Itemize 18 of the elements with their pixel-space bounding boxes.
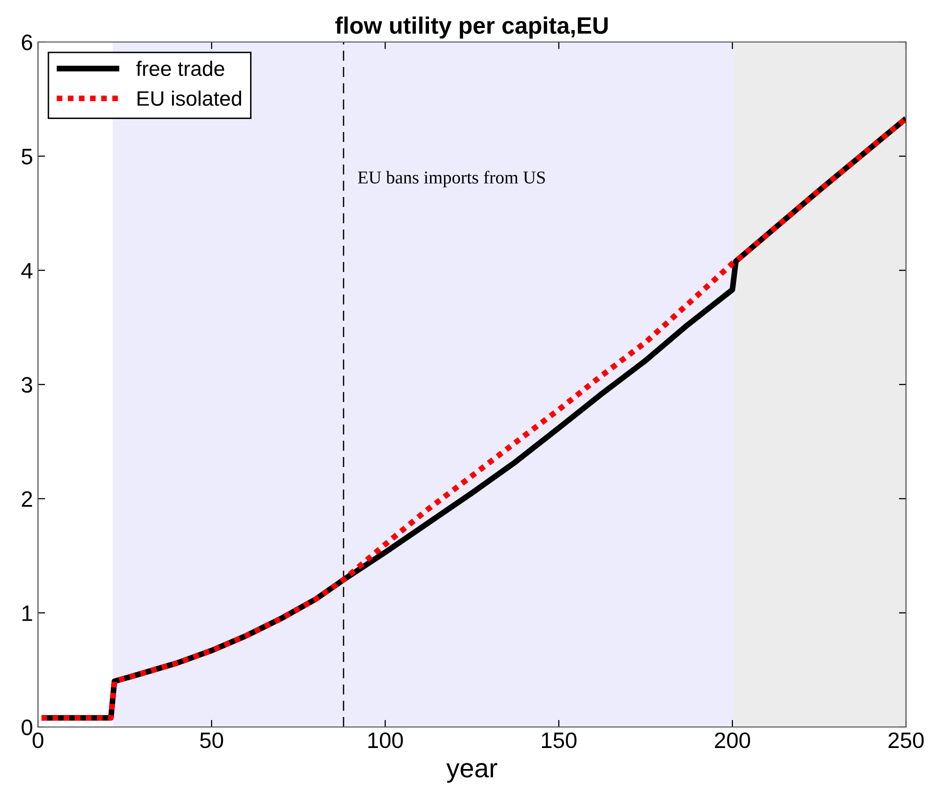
x-tick-label: 150 (542, 732, 576, 748)
x-tick-label: 50 (200, 732, 224, 748)
legend-label: free trade (136, 60, 224, 76)
ref-line-label: EU bans imports from US (358, 170, 545, 188)
x-tick-label: 100 (368, 732, 403, 748)
y-tick-label: 5 (22, 148, 32, 164)
y-tick-label: 4 (21, 263, 32, 278)
x-tick-label: 0 (32, 732, 44, 748)
y-tick-label: 1 (22, 606, 32, 621)
legend-label: EU isolated (138, 90, 242, 106)
x-tick-label: 200 (714, 732, 750, 748)
chart-title: flow utility per capita,EU (335, 16, 608, 39)
y-tick-label: 2 (22, 491, 32, 507)
x-axis-title: year (446, 763, 498, 783)
y-tick-label: 0 (22, 720, 32, 736)
y-tick-label: 3 (22, 377, 32, 393)
y-tick-label: 6 (22, 34, 32, 50)
x-tick-label: 250 (888, 732, 924, 748)
